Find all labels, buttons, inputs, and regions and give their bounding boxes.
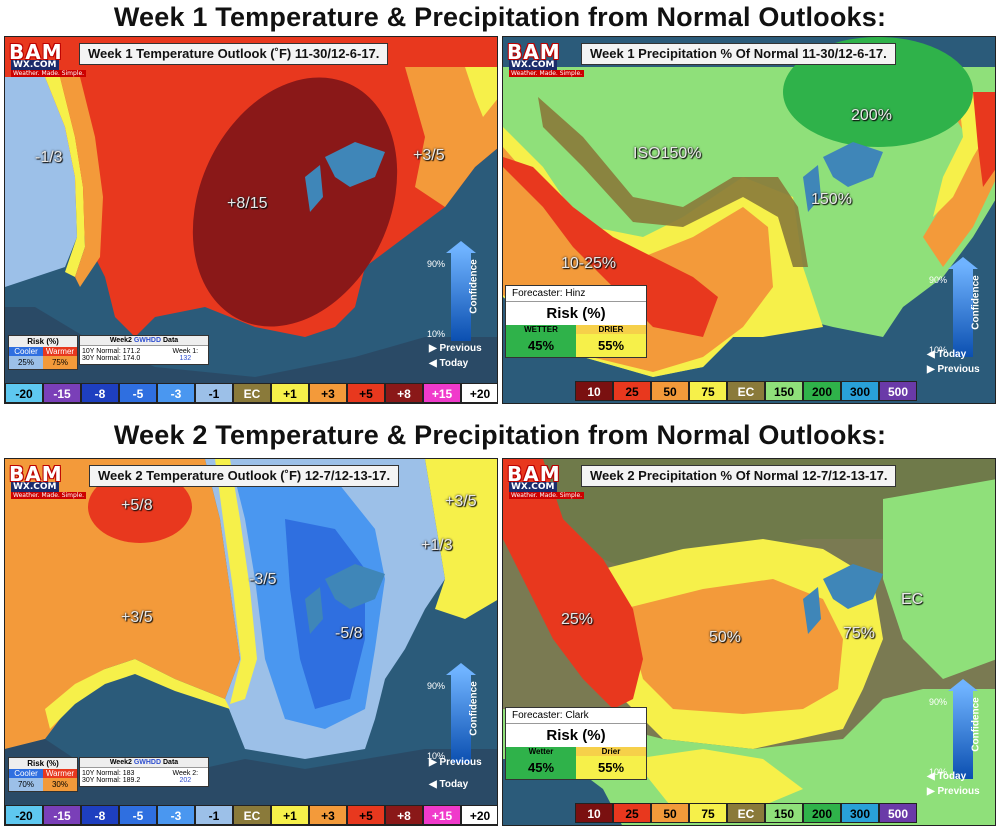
scale-cell: 10 bbox=[575, 803, 613, 823]
week2-heading: Week 2 Temperature & Precipitation from … bbox=[113, 420, 887, 450]
scale-cell: +8 bbox=[385, 383, 423, 403]
scale-cell: +20 bbox=[461, 383, 497, 403]
bamwx-logo: BAM WX.COM Weather. Made. Simple. bbox=[507, 40, 585, 77]
map-label: 200% bbox=[851, 107, 892, 124]
scale-cell: +3 bbox=[309, 805, 347, 825]
previous-button[interactable]: ▶ Previous bbox=[429, 343, 482, 354]
scale-cell: 200 bbox=[803, 381, 841, 401]
week2-temperature-map: BAM WX.COM Weather. Made. Simple. Week 2… bbox=[4, 458, 498, 826]
panel-title: Week 1 Precipitation % Of Normal 11-30/1… bbox=[581, 43, 896, 65]
map-label: 10-25% bbox=[561, 255, 617, 272]
map-label: 50% bbox=[709, 629, 742, 646]
map-label: +8/15 bbox=[227, 195, 268, 212]
precipitation-scale: 10 25 50 75 EC 150 200 300 500 bbox=[575, 803, 917, 823]
scale-cell: EC bbox=[233, 383, 271, 403]
scale-cell: +15 bbox=[423, 805, 461, 825]
confidence-meter: Confidence 90% 10% bbox=[929, 257, 995, 377]
scale-cell: -1 bbox=[195, 383, 233, 403]
scale-cell: -1 bbox=[195, 805, 233, 825]
week1-temp-map-graphic bbox=[5, 37, 497, 403]
map-label: +3/5 bbox=[121, 609, 153, 626]
week2-precipitation-map: BAM WX.COM Weather. Made. Simple. Week 2… bbox=[502, 458, 996, 826]
temperature-scale: -20 -15 -8 -5 -3 -1 EC +1 +3 +5 +8 +15 +20 bbox=[5, 383, 497, 403]
scale-cell: 150 bbox=[765, 381, 803, 401]
scale-cell: 25 bbox=[613, 803, 651, 823]
scale-cell: 10 bbox=[575, 381, 613, 401]
scale-cell: +15 bbox=[423, 383, 461, 403]
scale-cell: 75 bbox=[689, 803, 727, 823]
map-label: -5/8 bbox=[335, 625, 363, 642]
map-label: +3/5 bbox=[413, 147, 445, 164]
map-label: -1/3 bbox=[35, 149, 63, 166]
scale-cell: 75 bbox=[689, 381, 727, 401]
risk-table: Risk (%) Cooler Warmer 25% 75% bbox=[8, 335, 78, 370]
map-label: 150% bbox=[811, 191, 852, 208]
scale-cell: -3 bbox=[157, 805, 195, 825]
week2-temp-map-graphic bbox=[5, 459, 497, 825]
confidence-meter: Confidence 90% 10% bbox=[427, 241, 493, 361]
scale-cell: -5 bbox=[119, 383, 157, 403]
scale-cell: -8 bbox=[81, 383, 119, 403]
bamwx-logo: BAM WX.COM Weather. Made. Simple. bbox=[9, 40, 87, 77]
scale-cell: EC bbox=[233, 805, 271, 825]
scale-cell: 200 bbox=[803, 803, 841, 823]
map-label: 75% bbox=[843, 625, 876, 642]
scale-cell: EC bbox=[727, 381, 765, 401]
scale-cell: 50 bbox=[651, 803, 689, 823]
scale-cell: -5 bbox=[119, 805, 157, 825]
panel-title: Week 2 Precipitation % Of Normal 12-7/12… bbox=[581, 465, 897, 487]
forecaster-box: Forecaster: Clark Risk (%) Wetter Drier … bbox=[505, 707, 647, 780]
panel-title: Week 1 Temperature Outlook (˚F) 11-30/12… bbox=[79, 43, 389, 65]
precipitation-scale: 10 25 50 75 EC 150 200 300 500 bbox=[575, 381, 917, 401]
today-button[interactable]: ◀ Today bbox=[927, 349, 967, 360]
map-label: -3/5 bbox=[249, 571, 277, 588]
scale-cell: EC bbox=[727, 803, 765, 823]
scale-cell: 50 bbox=[651, 381, 689, 401]
gwhdd-table: Week2 GWHDD Data 10Y Normal: 171.2 30Y No… bbox=[79, 335, 209, 365]
forecaster-box: Forecaster: Hinz Risk (%) WETTER DRIER 4… bbox=[505, 285, 647, 358]
scale-cell: +1 bbox=[271, 805, 309, 825]
scale-cell: +8 bbox=[385, 805, 423, 825]
scale-cell: 150 bbox=[765, 803, 803, 823]
bamwx-logo: BAM WX.COM Weather. Made. Simple. bbox=[507, 462, 585, 499]
confidence-meter: Confidence 90% 10% bbox=[929, 679, 995, 799]
temperature-scale: -20 -15 -8 -5 -3 -1 EC +1 +3 +5 +8 +15 +20 bbox=[5, 805, 497, 825]
scale-cell: +5 bbox=[347, 805, 385, 825]
map-label: ISO150% bbox=[633, 145, 702, 162]
week1-heading: Week 1 Temperature & Precipitation from … bbox=[113, 2, 887, 32]
scale-cell: -20 bbox=[5, 805, 43, 825]
map-label: +1/3 bbox=[421, 537, 453, 554]
scale-cell: 500 bbox=[879, 381, 917, 401]
scale-cell: -15 bbox=[43, 383, 81, 403]
panel-title: Week 2 Temperature Outlook (˚F) 12-7/12-… bbox=[89, 465, 400, 487]
today-button[interactable]: ◀ Today bbox=[429, 358, 469, 369]
week1-precipitation-map: BAM WX.COM Weather. Made. Simple. Week 1… bbox=[502, 36, 996, 404]
map-label: 25% bbox=[561, 611, 594, 628]
map-label: +3/5 bbox=[445, 493, 477, 510]
week1-temperature-map: BAM WX.COM Weather. Made. Simple. Week 1… bbox=[4, 36, 498, 404]
scale-cell: +5 bbox=[347, 383, 385, 403]
map-label: +5/8 bbox=[121, 497, 153, 514]
today-button[interactable]: ◀ Today bbox=[429, 779, 469, 790]
scale-cell: 500 bbox=[879, 803, 917, 823]
bamwx-logo: BAM WX.COM Weather. Made. Simple. bbox=[9, 462, 87, 499]
scale-cell: 25 bbox=[613, 381, 651, 401]
scale-cell: 300 bbox=[841, 803, 879, 823]
scale-cell: +1 bbox=[271, 383, 309, 403]
scale-cell: 300 bbox=[841, 381, 879, 401]
confidence-meter: Confidence 90% 10% bbox=[427, 663, 493, 783]
map-label: EC bbox=[901, 591, 924, 608]
scale-cell: +3 bbox=[309, 383, 347, 403]
previous-button[interactable]: ▶ Previous bbox=[429, 757, 482, 768]
scale-cell: -15 bbox=[43, 805, 81, 825]
previous-button[interactable]: ▶ Previous bbox=[927, 364, 980, 375]
scale-cell: -3 bbox=[157, 383, 195, 403]
previous-button[interactable]: ▶ Previous bbox=[927, 786, 980, 797]
scale-cell: +20 bbox=[461, 805, 497, 825]
risk-table: Risk (%) Cooler Warmer 70% 30% bbox=[8, 757, 78, 792]
today-button[interactable]: ◀ Today bbox=[927, 771, 967, 782]
scale-cell: -8 bbox=[81, 805, 119, 825]
scale-cell: -20 bbox=[5, 383, 43, 403]
gwhdd-table: Week2 GWHDD Data 10Y Normal: 183 30Y Norm… bbox=[79, 757, 209, 787]
